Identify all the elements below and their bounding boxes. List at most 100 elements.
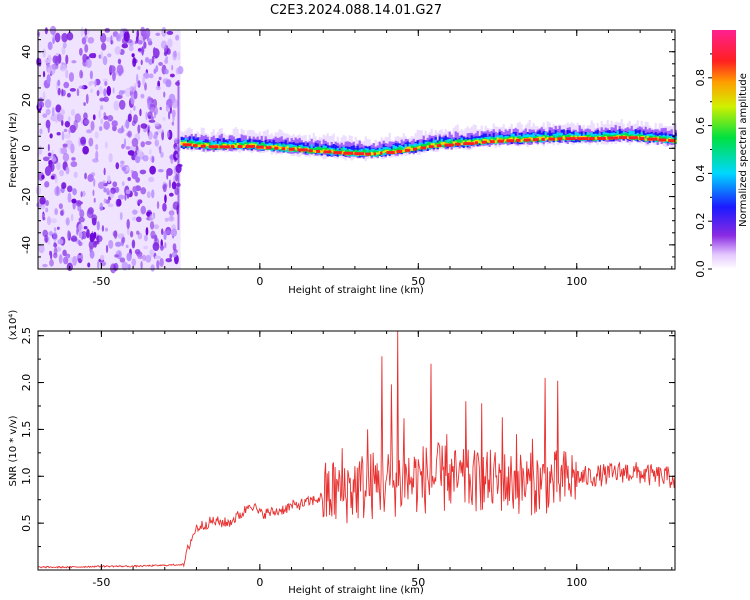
signal-green: [620, 133, 623, 138]
signal-core: [475, 141, 478, 145]
noise-speck: [162, 202, 167, 212]
noise-speck: [126, 218, 130, 229]
noise-speck: [131, 239, 136, 249]
noise-speck: [52, 37, 55, 45]
noise-speck: [151, 189, 155, 199]
noise-speck: [151, 55, 155, 64]
noise-speck: [83, 225, 88, 230]
noise-speck: [85, 93, 89, 105]
signal-core: [557, 137, 563, 141]
noise-speck: [96, 220, 100, 231]
noise-speck: [135, 216, 142, 223]
noise-speck: [175, 173, 178, 182]
noise-speck: [113, 100, 120, 111]
signal-yellow: [466, 140, 469, 143]
signal-green: [534, 135, 537, 140]
signal-core: [576, 137, 589, 141]
colorbar-label: Normalized spectral amplitude: [738, 73, 749, 227]
noise-speck: [72, 188, 77, 196]
noise-speck: [59, 109, 66, 116]
noise-speck: [161, 130, 165, 141]
noise-speck: [46, 216, 52, 226]
noise-speck: [98, 109, 101, 119]
signal-yellow: [542, 136, 545, 140]
signal-yellow: [574, 135, 577, 139]
noise-speck: [49, 133, 53, 139]
noise-speck: [140, 123, 148, 129]
noise-speck: [67, 229, 70, 240]
noise-speck: [73, 119, 78, 131]
noise-speck: [68, 128, 71, 135]
noise-speck: [70, 143, 75, 154]
noise-speck: [57, 79, 61, 87]
signal-green: [558, 135, 561, 139]
noise-speck: [148, 73, 154, 79]
noise-speck: [42, 217, 46, 221]
snr-series-line: [37, 330, 676, 569]
signal-green: [362, 149, 365, 154]
x-tick-label: 50: [411, 275, 425, 288]
signal-core: [237, 145, 243, 149]
noise-speck: [110, 263, 117, 274]
noise-speck: [140, 26, 146, 36]
signal-green: [624, 132, 627, 138]
noise-speck: [142, 34, 146, 43]
signal-core: [506, 139, 515, 143]
noise-speck: [92, 114, 96, 121]
noise-speck: [125, 244, 129, 249]
noise-speck: [89, 250, 95, 259]
signal-core: [541, 137, 545, 141]
noise-speck: [87, 262, 91, 268]
colorbar-tick-label: 0.2: [694, 212, 707, 230]
noise-speck: [44, 58, 50, 64]
noise-speck: [148, 58, 153, 65]
signal-yellow: [204, 143, 207, 147]
noise-speck: [145, 254, 152, 263]
noise-speck: [70, 161, 78, 168]
signal-core: [256, 145, 264, 149]
noise-speck: [45, 199, 49, 207]
noise-speck: [99, 261, 107, 267]
signal-core: [200, 144, 206, 148]
noise-speck: [53, 247, 58, 256]
noise-speck: [125, 146, 131, 150]
noise-speck: [143, 245, 148, 250]
signal-green: [198, 142, 201, 146]
signal-yellow: [486, 139, 489, 143]
noise-speck: [145, 227, 149, 236]
signal-yellow: [352, 151, 355, 154]
noise-speck: [49, 230, 53, 237]
signal-core: [639, 137, 645, 141]
noise-speck: [106, 188, 110, 196]
signal-yellow: [528, 137, 531, 140]
signal-yellow: [370, 152, 373, 156]
signal-yellow: [666, 138, 669, 142]
noise-speck: [163, 230, 167, 241]
noise-speck: [123, 31, 130, 42]
noise-speck: [107, 175, 111, 183]
signal-green: [346, 149, 349, 154]
noise-speck: [59, 64, 67, 72]
noise-speck: [142, 254, 146, 261]
signal-core: [548, 137, 555, 141]
noise-speck: [142, 155, 149, 162]
snr-frame: [37, 330, 676, 571]
signal-green: [324, 147, 327, 152]
signal-yellow: [462, 140, 465, 144]
colorbar-tick-label: 0.6: [694, 117, 707, 135]
signal-yellow: [184, 141, 187, 145]
noise-speck: [132, 186, 137, 193]
signal-green: [392, 148, 395, 153]
noise-speck: [164, 194, 167, 204]
signal-green: [650, 135, 653, 140]
signal-yellow: [646, 135, 649, 139]
signal-core: [386, 151, 395, 155]
signal-cyan: [268, 142, 271, 150]
noise-speck: [103, 198, 107, 204]
noise-speck: [134, 191, 139, 197]
signal-green: [306, 149, 309, 154]
signal-yellow: [480, 142, 483, 145]
noise-speck: [145, 111, 148, 121]
noise-speck: [84, 172, 87, 180]
